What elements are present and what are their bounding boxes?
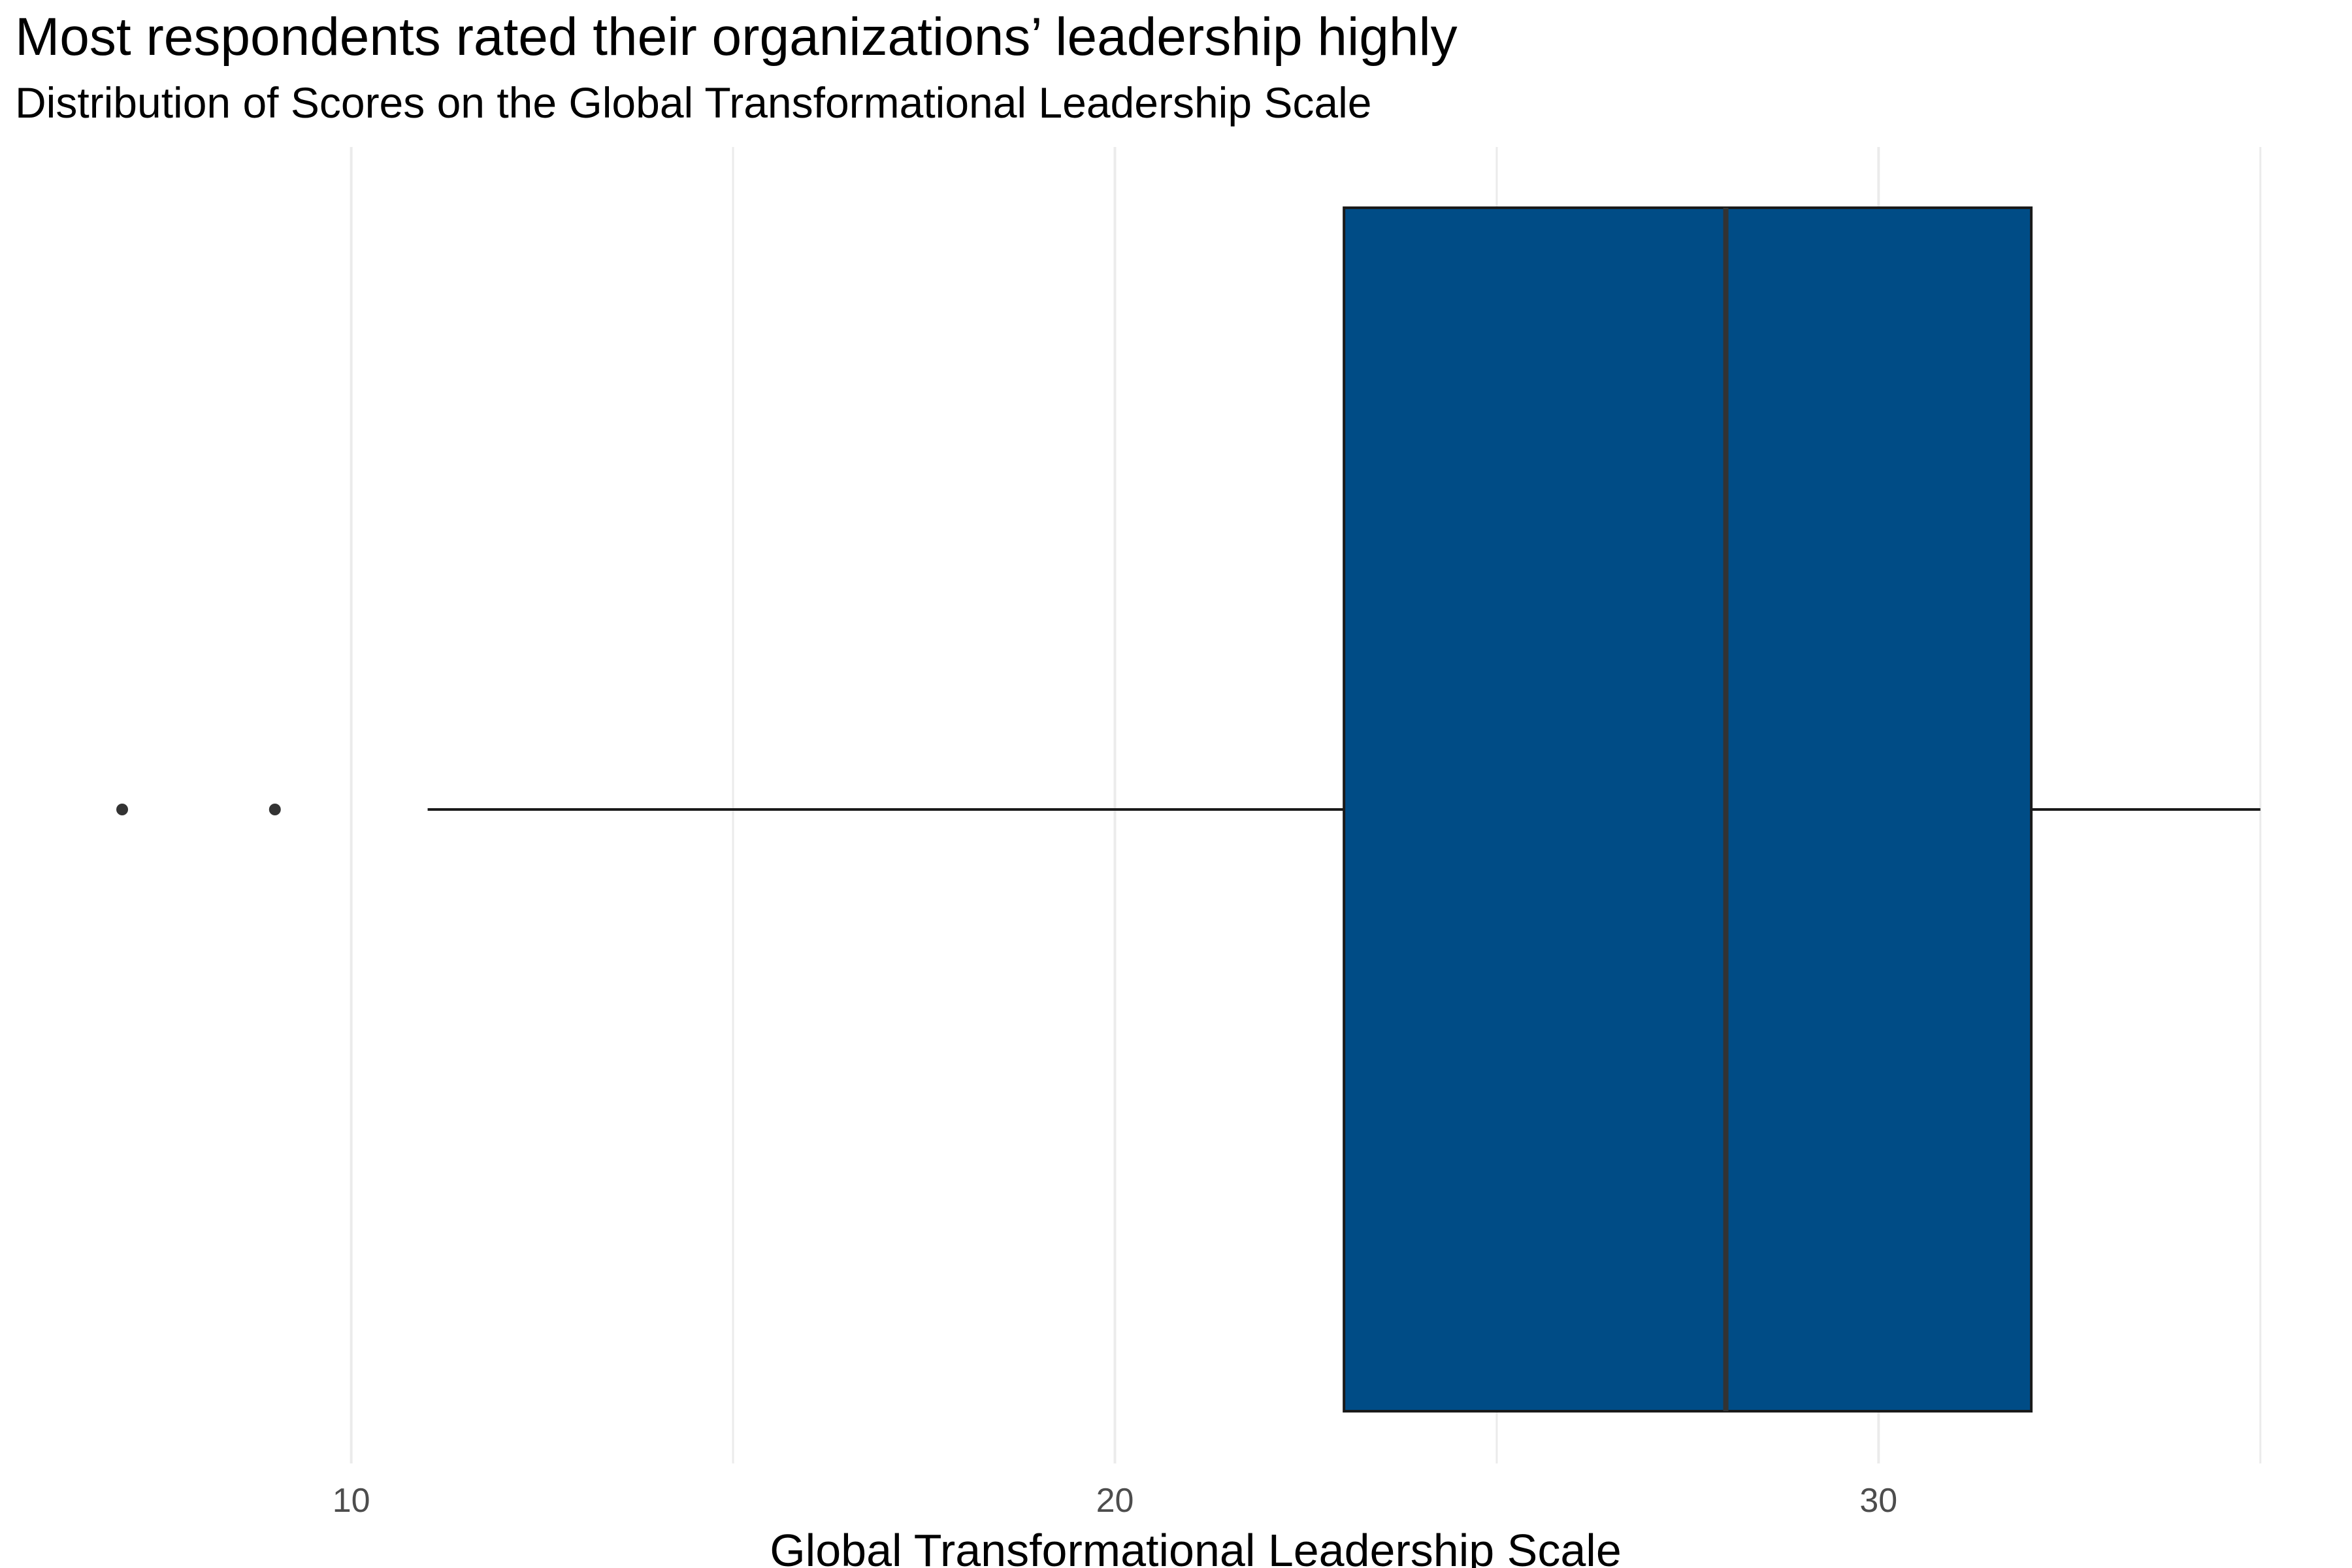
- x-axis-title: Global Transformational Leadership Scale: [770, 1525, 1622, 1568]
- x-axis-ticks: 10 20 30: [333, 1482, 1898, 1520]
- chart-subtitle: Distribution of Scores on the Global Tra…: [15, 78, 1372, 127]
- outlier-point-1: [116, 804, 129, 815]
- boxplot-marks: [116, 206, 2261, 1413]
- x-tick-label-30: 30: [1859, 1482, 1897, 1520]
- iqr-box: [1343, 206, 2033, 1413]
- outlier-point-2: [269, 804, 281, 815]
- chart-title: Most respondents rated their organizatio…: [15, 7, 1458, 67]
- x-tick-label-20: 20: [1096, 1482, 1134, 1520]
- x-tick-label-10: 10: [333, 1482, 370, 1520]
